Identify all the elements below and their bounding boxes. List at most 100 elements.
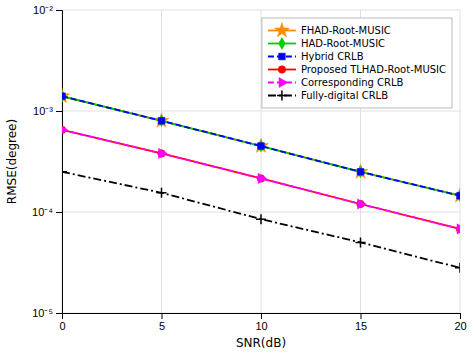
point [357,168,364,175]
point [62,167,67,177]
legend-entry: FHAD-Root-MUSIC [268,23,391,37]
plot: 0 5 10 15 20 10⁻⁵ 10⁻⁴ 10⁻³ 10⁻² FHAD-Root-MUSIC H… [32,4,467,332]
point-group [256,214,266,224]
point-group [356,237,366,247]
legend-label: HAD-Root-MUSIC [301,38,385,49]
y-tick: 10⁻² [33,4,62,16]
x-tick: 20 [454,313,466,332]
point [62,90,65,102]
point [457,224,460,234]
y-tick-label: 10⁻⁵ [32,307,53,319]
y-tick: 10⁻³ [33,105,62,117]
legend-entry: HAD-Root-MUSIC [268,38,385,50]
point-group [159,148,168,158]
legend-marker [279,53,286,60]
legend-marker-group [278,66,286,74]
series [62,126,460,233]
point-group [457,192,460,199]
point-group [258,140,265,152]
legend-label: Corresponding CRLB [301,77,404,88]
series-line [62,96,460,195]
point-group [157,188,167,198]
series-line [62,130,460,229]
y-tick-label: 10⁻² [33,4,53,16]
x-axis-title: SNR(dB) [236,336,286,350]
legend-marker [279,38,286,50]
series-line [62,96,460,195]
marks [62,88,460,272]
point-group [158,117,165,124]
x-axis-line [63,314,461,320]
point-group [258,143,265,150]
y-tick: 10⁻⁵ [32,307,62,319]
point [457,192,460,199]
point [256,214,266,224]
legend-marker [274,23,289,37]
legend-marker-group [274,23,289,37]
legend-marker-group [279,38,286,50]
point [158,115,165,127]
point-group [455,263,460,273]
point [457,190,460,202]
point [62,125,68,135]
point [62,88,70,102]
series [62,93,460,199]
legend-marker-group [277,91,287,101]
x-tick-label: 5 [159,320,165,332]
point-group [62,88,70,102]
legend-label: Proposed TLHAD-Root-MUSIC [301,64,446,75]
y-tick-label: 10⁻³ [33,105,53,117]
point [258,143,265,150]
legend-marker [279,77,288,87]
point-group [457,224,460,234]
y-tick-label: 10⁻⁴ [32,206,53,218]
series-line [62,130,460,229]
series-line [62,172,460,268]
legend-entry: Corresponding CRLB [268,77,404,88]
x-tick-mark [361,313,362,319]
x-tick: 0 [59,313,65,332]
y-tick: 10⁻⁴ [32,206,62,218]
legend-label: FHAD-Root-MUSIC [301,25,391,36]
legend-marker [278,66,286,74]
legend-box [262,18,452,108]
point [258,140,265,152]
chart: 0 5 10 15 20 10⁻⁵ 10⁻⁴ 10⁻³ 10⁻² FHAD-Root-MUSIC H… [0,0,474,355]
point-group [62,90,65,102]
point [158,117,165,124]
point [356,237,366,247]
point-group [358,199,367,209]
point-group [357,166,364,178]
series-line [62,96,460,195]
point [357,166,364,178]
legend-entry: Fully-digital CRLB [268,90,388,101]
x-tick-label: 15 [355,320,367,332]
x-tick: 15 [355,313,367,332]
x-tick-mark [162,313,163,319]
point-group [258,173,267,183]
y-tick-mark [56,313,62,314]
point-group [62,125,68,135]
point [62,93,65,100]
point [157,188,167,198]
x-tick-mark [460,313,461,319]
x-tick: 10 [255,313,267,332]
grid-line-x [261,10,262,313]
series [62,167,460,273]
legend-label: Hybrid CRLB [301,51,364,62]
legend-label: Fully-digital CRLB [301,90,388,101]
legend: FHAD-Root-MUSIC HAD-Root-MUSIC Hybrid CRLB… [262,18,452,108]
point-group [62,167,67,177]
point [455,263,460,273]
y-axis-line [56,11,63,314]
point [358,199,367,209]
x-tick: 5 [159,313,165,332]
point-group [457,190,460,202]
legend-marker [277,91,287,101]
series [62,125,460,234]
x-tick-mark [261,313,262,319]
legend-marker-group [279,53,286,60]
point [159,148,168,158]
point-group [62,93,65,100]
y-tick-mark [56,212,62,213]
